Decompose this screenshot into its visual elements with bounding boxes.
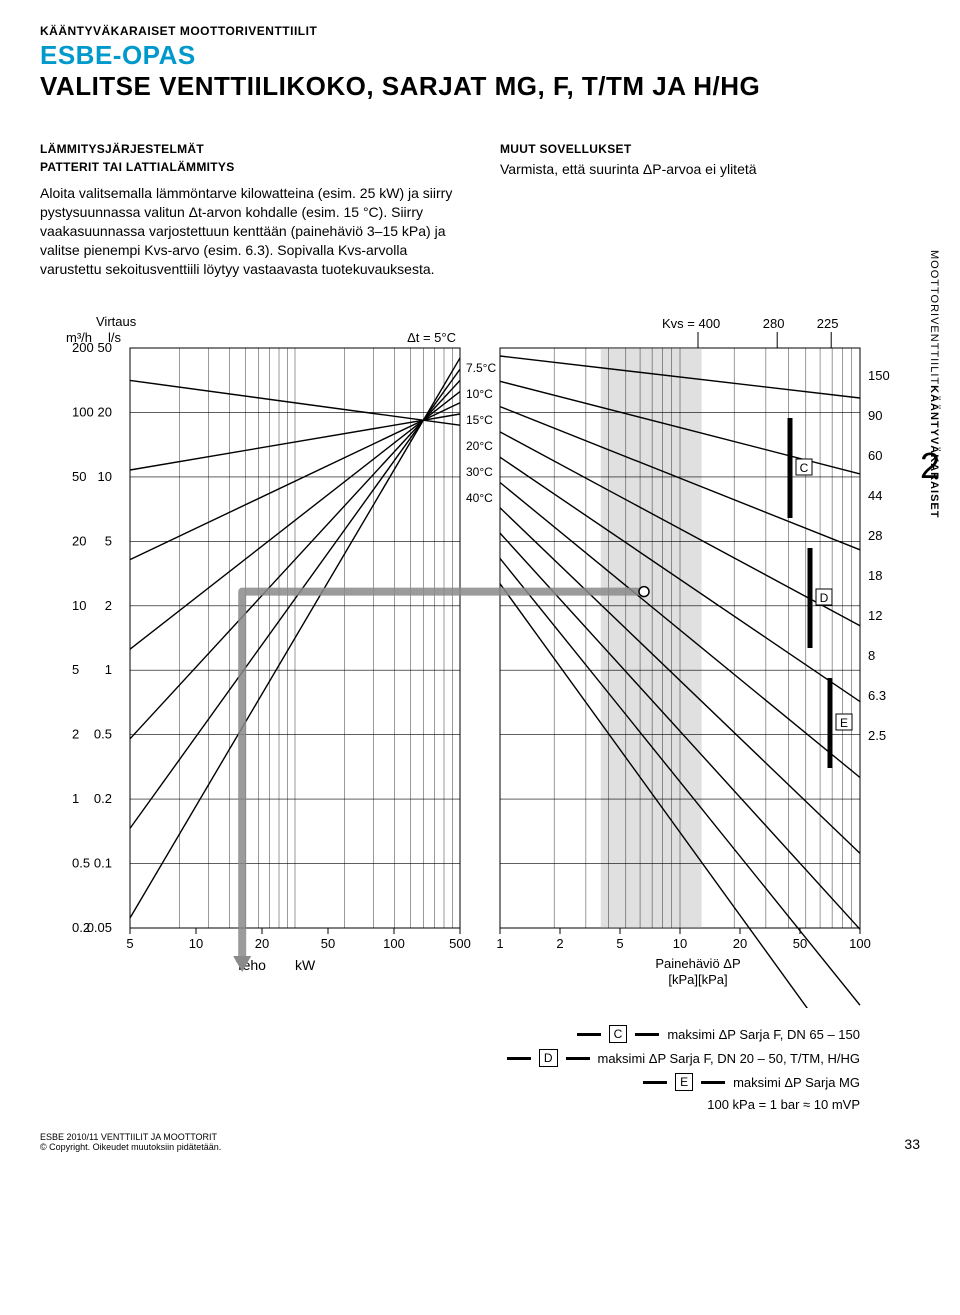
svg-text:100: 100 bbox=[72, 405, 94, 420]
left-body: Aloita valitsemalla lämmöntarve kilowatt… bbox=[40, 184, 460, 278]
svg-text:10: 10 bbox=[98, 469, 112, 484]
svg-text:15°C: 15°C bbox=[466, 413, 493, 427]
svg-text:500: 500 bbox=[449, 936, 471, 951]
svg-text:5: 5 bbox=[616, 936, 623, 951]
svg-text:[kPa][kPa]: [kPa][kPa] bbox=[668, 972, 727, 987]
svg-text:10: 10 bbox=[72, 598, 86, 613]
svg-text:7.5°C: 7.5°C bbox=[466, 361, 496, 375]
kicker: KÄÄNTYVÄKARAISET MOOTTORIVENTTIILIT bbox=[40, 24, 920, 38]
footer-line1: ESBE 2010/11 VENTTIILIT JA MOOTTORIT bbox=[40, 1132, 221, 1142]
svg-text:1: 1 bbox=[105, 663, 112, 678]
svg-text:Kvs = 400: Kvs = 400 bbox=[662, 316, 720, 331]
left-heading: LÄMMITYSJÄRJESTELMÄT bbox=[40, 142, 460, 156]
svg-text:C: C bbox=[800, 461, 809, 475]
svg-text:28: 28 bbox=[868, 528, 882, 543]
section-index: 2 bbox=[920, 445, 940, 487]
right-heading: MUUT SOVELLUKSET bbox=[500, 142, 920, 156]
svg-text:6.3: 6.3 bbox=[868, 688, 886, 703]
svg-text:20: 20 bbox=[98, 405, 112, 420]
svg-text:40°C: 40°C bbox=[466, 491, 493, 505]
svg-text:90: 90 bbox=[868, 408, 882, 423]
page-title: VALITSE VENTTIILIKOKO, SARJAT MG, F, T/T… bbox=[40, 71, 920, 102]
footer-line2: © Copyright. Oikeudet muutoksiin pidätet… bbox=[40, 1142, 221, 1152]
svg-text:E: E bbox=[840, 716, 848, 730]
svg-text:2: 2 bbox=[556, 936, 563, 951]
svg-text:10: 10 bbox=[189, 936, 203, 951]
svg-text:2.5: 2.5 bbox=[868, 728, 886, 743]
svg-text:20: 20 bbox=[255, 936, 269, 951]
legend-e: maksimi ΔP Sarja MG bbox=[733, 1075, 860, 1090]
svg-text:100: 100 bbox=[849, 936, 871, 951]
svg-text:Painehäviö ΔP: Painehäviö ΔP bbox=[655, 956, 740, 971]
svg-text:50: 50 bbox=[793, 936, 807, 951]
svg-text:50: 50 bbox=[321, 936, 335, 951]
brand: ESBE-OPAS bbox=[40, 40, 920, 71]
svg-text:10°C: 10°C bbox=[466, 387, 493, 401]
svg-text:20: 20 bbox=[733, 936, 747, 951]
svg-text:2: 2 bbox=[105, 598, 112, 613]
svg-text:0.2: 0.2 bbox=[94, 792, 112, 807]
right-body: Varmista, että suurinta ΔP-arvoa ei ylit… bbox=[500, 160, 920, 179]
svg-text:225: 225 bbox=[817, 316, 839, 331]
svg-text:0.1: 0.1 bbox=[94, 856, 112, 871]
left-subheading: PATTERIT TAI LATTIALÄMMITYS bbox=[40, 160, 460, 174]
svg-text:5: 5 bbox=[72, 663, 79, 678]
svg-text:18: 18 bbox=[868, 568, 882, 583]
svg-text:l/s: l/s bbox=[108, 330, 122, 345]
svg-text:44: 44 bbox=[868, 488, 882, 503]
svg-text:100: 100 bbox=[383, 936, 405, 951]
svg-text:m³/h: m³/h bbox=[66, 330, 92, 345]
svg-text:Virtaus: Virtaus bbox=[96, 314, 137, 329]
svg-text:20°C: 20°C bbox=[466, 439, 493, 453]
svg-text:D: D bbox=[820, 591, 829, 605]
svg-text:1: 1 bbox=[72, 792, 79, 807]
svg-text:10: 10 bbox=[673, 936, 687, 951]
page-number: 33 bbox=[904, 1136, 920, 1152]
svg-text:150: 150 bbox=[868, 368, 890, 383]
svg-text:12: 12 bbox=[868, 608, 882, 623]
legend-d: maksimi ΔP Sarja F, DN 20 – 50, T/TM, H/… bbox=[598, 1051, 861, 1066]
svg-text:0.5: 0.5 bbox=[94, 727, 112, 742]
legend-note: 100 kPa = 1 bar ≈ 10 mVP bbox=[707, 1097, 860, 1112]
svg-text:20: 20 bbox=[72, 534, 86, 549]
legend-c: maksimi ΔP Sarja F, DN 65 – 150 bbox=[667, 1027, 860, 1042]
svg-text:kW: kW bbox=[295, 957, 316, 973]
svg-text:280: 280 bbox=[763, 316, 785, 331]
svg-text:5: 5 bbox=[126, 936, 133, 951]
svg-text:50: 50 bbox=[72, 469, 86, 484]
nomograph-chart: 200501002050102051025120.510.20.50.10.20… bbox=[40, 308, 920, 1011]
svg-text:60: 60 bbox=[868, 448, 882, 463]
legend: Cmaksimi ΔP Sarja F, DN 65 – 150 Dmaksim… bbox=[40, 1025, 920, 1112]
svg-text:8: 8 bbox=[868, 648, 875, 663]
svg-text:30°C: 30°C bbox=[466, 465, 493, 479]
svg-text:5: 5 bbox=[105, 534, 112, 549]
svg-text:0.5: 0.5 bbox=[72, 856, 90, 871]
svg-text:1: 1 bbox=[496, 936, 503, 951]
svg-text:Δt = 5°C: Δt = 5°C bbox=[407, 330, 456, 345]
svg-text:2: 2 bbox=[72, 727, 79, 742]
svg-text:0.05: 0.05 bbox=[87, 920, 112, 935]
